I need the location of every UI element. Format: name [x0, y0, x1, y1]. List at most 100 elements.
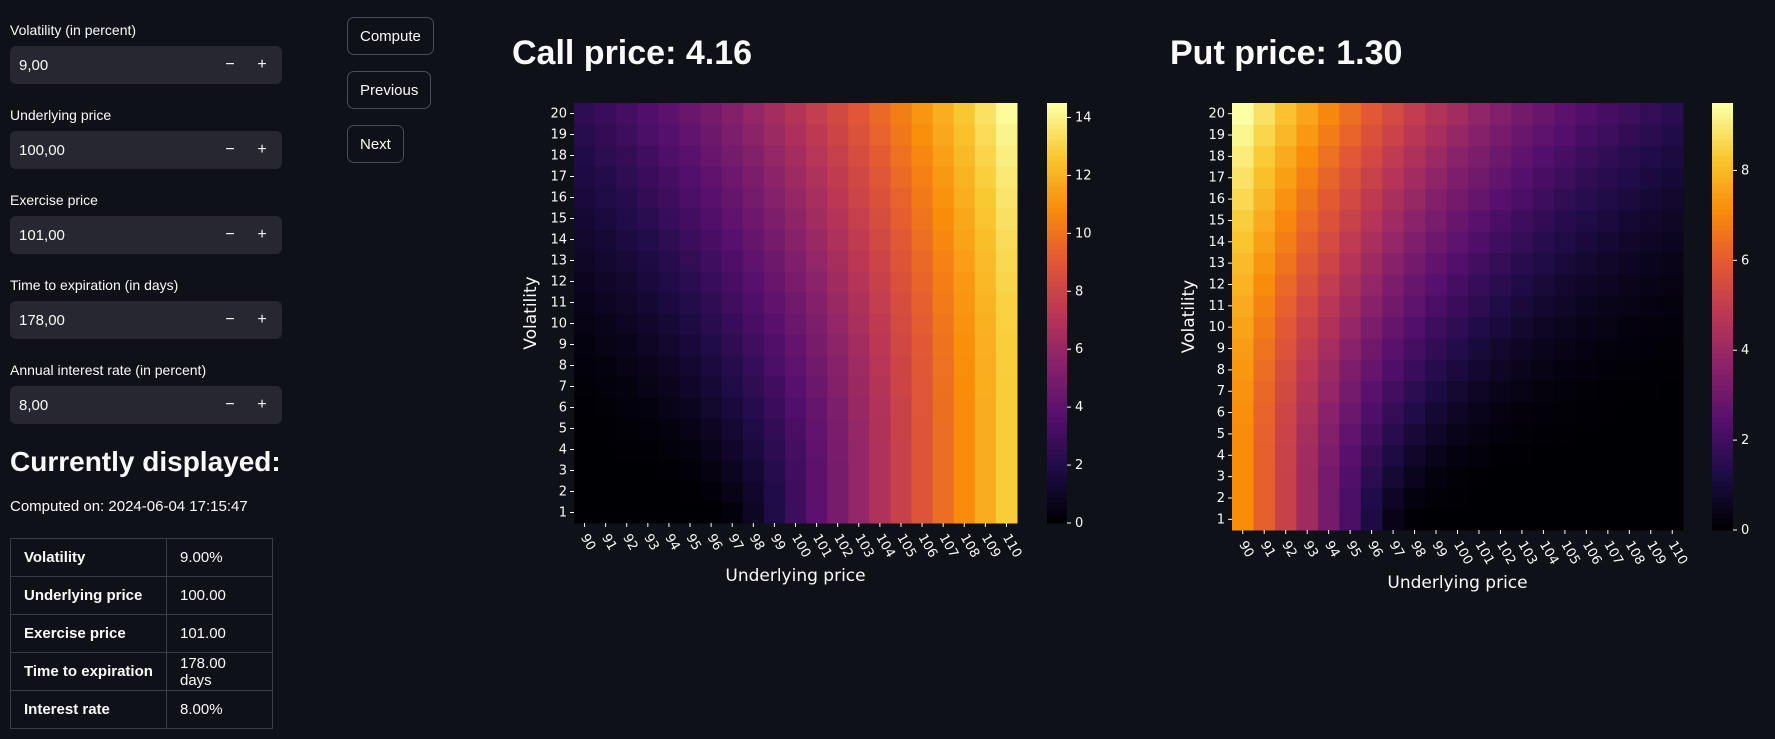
heatmap-cell: [1618, 508, 1641, 531]
heatmap-cell: [1446, 316, 1469, 339]
heatmap-cell: [806, 229, 828, 251]
heatmap-cell: [1232, 273, 1254, 296]
heatmap-cell: [1339, 103, 1362, 125]
heatmap-cell: [1403, 209, 1426, 232]
heatmap-cell: [911, 292, 934, 314]
heatmap-cell: [1511, 508, 1534, 531]
increment-button[interactable]: +: [257, 311, 267, 328]
heatmap-cell: [848, 103, 870, 125]
colorbar-segment: [1047, 139, 1067, 146]
heatmap-cell: [995, 418, 1018, 440]
heatmap-cell: [869, 103, 891, 125]
heatmap-cell: [679, 208, 702, 230]
number-input[interactable]: [10, 301, 211, 339]
heatmap-cell: [1489, 188, 1512, 211]
heatmap-cell: [1360, 273, 1383, 296]
colorbar-tick-label: 6: [1741, 253, 1749, 268]
increment-button[interactable]: +: [257, 56, 267, 73]
decrement-button[interactable]: −: [225, 396, 235, 413]
heatmap-cell: [1640, 465, 1663, 488]
heatmap-cell: [742, 250, 765, 272]
number-input[interactable]: [10, 216, 211, 254]
heatmap-cell: [700, 292, 723, 314]
x-tick-label: 101: [1472, 539, 1497, 568]
heatmap-cell: [932, 187, 955, 209]
heatmap-cell: [1403, 167, 1426, 189]
compute-button[interactable]: Compute: [347, 17, 434, 55]
heatmap-cell: [1360, 487, 1383, 510]
decrement-button[interactable]: −: [225, 311, 235, 328]
previous-button[interactable]: Previous: [347, 71, 432, 109]
heatmap-cell: [637, 376, 659, 398]
heatmap-cell: [1317, 124, 1340, 147]
decrement-button[interactable]: −: [225, 56, 235, 73]
summary-value: 101.00: [166, 614, 273, 653]
heatmap-cell: [1425, 465, 1448, 488]
colorbar-segment: [1047, 307, 1067, 314]
heatmap-cell: [784, 103, 807, 125]
field-1: Underlying price−+: [10, 104, 282, 169]
colorbar-tick-label: 2: [1075, 458, 1083, 473]
colorbar-segment: [1047, 318, 1067, 325]
heatmap-cell: [763, 187, 786, 209]
heatmap-cell: [763, 313, 786, 335]
heatmap-cell: [869, 292, 891, 314]
heatmap-cell: [1511, 231, 1534, 253]
colorbar-segment: [1712, 396, 1733, 403]
heatmap-cell: [1296, 209, 1319, 232]
x-tick-label: 97: [725, 532, 746, 554]
heatmap-cell: [763, 229, 786, 251]
increment-button[interactable]: +: [257, 226, 267, 243]
heatmap-cell: [1446, 167, 1469, 189]
heatmap-cell: [806, 355, 828, 377]
heatmap-cell: [1403, 145, 1426, 168]
heatmap-cell: [995, 103, 1018, 125]
heatmap-cell: [974, 229, 997, 251]
colorbar-segment: [1047, 297, 1067, 304]
heatmap-cell: [1253, 103, 1276, 125]
increment-button[interactable]: +: [257, 396, 267, 413]
heatmap-cell: [911, 355, 934, 377]
heatmap-cell: [890, 187, 913, 209]
heatmap-cell: [1232, 359, 1254, 382]
colorbar-segment: [1712, 375, 1733, 382]
x-tick-label: 108: [957, 532, 982, 561]
heatmap-cell: [1339, 401, 1362, 424]
heatmap-cell: [1253, 465, 1276, 488]
heatmap-cell: [1232, 103, 1254, 125]
decrement-button[interactable]: −: [225, 141, 235, 158]
colorbar-segment: [1712, 444, 1733, 451]
heatmap-cell: [1640, 167, 1663, 189]
number-input[interactable]: [10, 386, 211, 424]
heatmap-cell: [784, 313, 807, 335]
colorbar-segment: [1712, 252, 1733, 259]
colorbar-segment: [1712, 289, 1733, 296]
field-label: Time to expiration (in days): [10, 277, 179, 293]
increment-button[interactable]: +: [257, 141, 267, 158]
heatmap-cell: [700, 481, 723, 503]
heatmap-cell: [1618, 444, 1641, 467]
heatmap-cell: [1232, 124, 1254, 147]
next-button[interactable]: Next: [347, 125, 404, 163]
colorbar-segment: [1712, 156, 1733, 163]
heatmap-cell: [721, 418, 744, 440]
heatmap-cell: [1296, 380, 1319, 403]
number-input[interactable]: [10, 131, 211, 169]
heatmap-cell: [700, 145, 723, 167]
heatmap-cell: [953, 250, 976, 272]
colorbar-segment: [1712, 348, 1733, 355]
heatmap-cell: [1489, 359, 1512, 382]
decrement-button[interactable]: −: [225, 226, 235, 243]
y-tick-label: 3: [1217, 470, 1225, 485]
heatmap-cell: [974, 271, 997, 293]
colorbar-segment: [1047, 397, 1067, 403]
heatmap-cell: [1468, 209, 1491, 232]
colorbar-segment: [1712, 167, 1733, 173]
heatmap-cell: [595, 376, 617, 398]
heatmap-cell: [1554, 359, 1577, 382]
colorbar-segment: [1047, 328, 1067, 335]
colorbar-segment: [1047, 234, 1067, 241]
number-input[interactable]: [10, 46, 211, 84]
heatmap-cell: [658, 292, 680, 314]
heatmap-cell: [742, 355, 765, 377]
